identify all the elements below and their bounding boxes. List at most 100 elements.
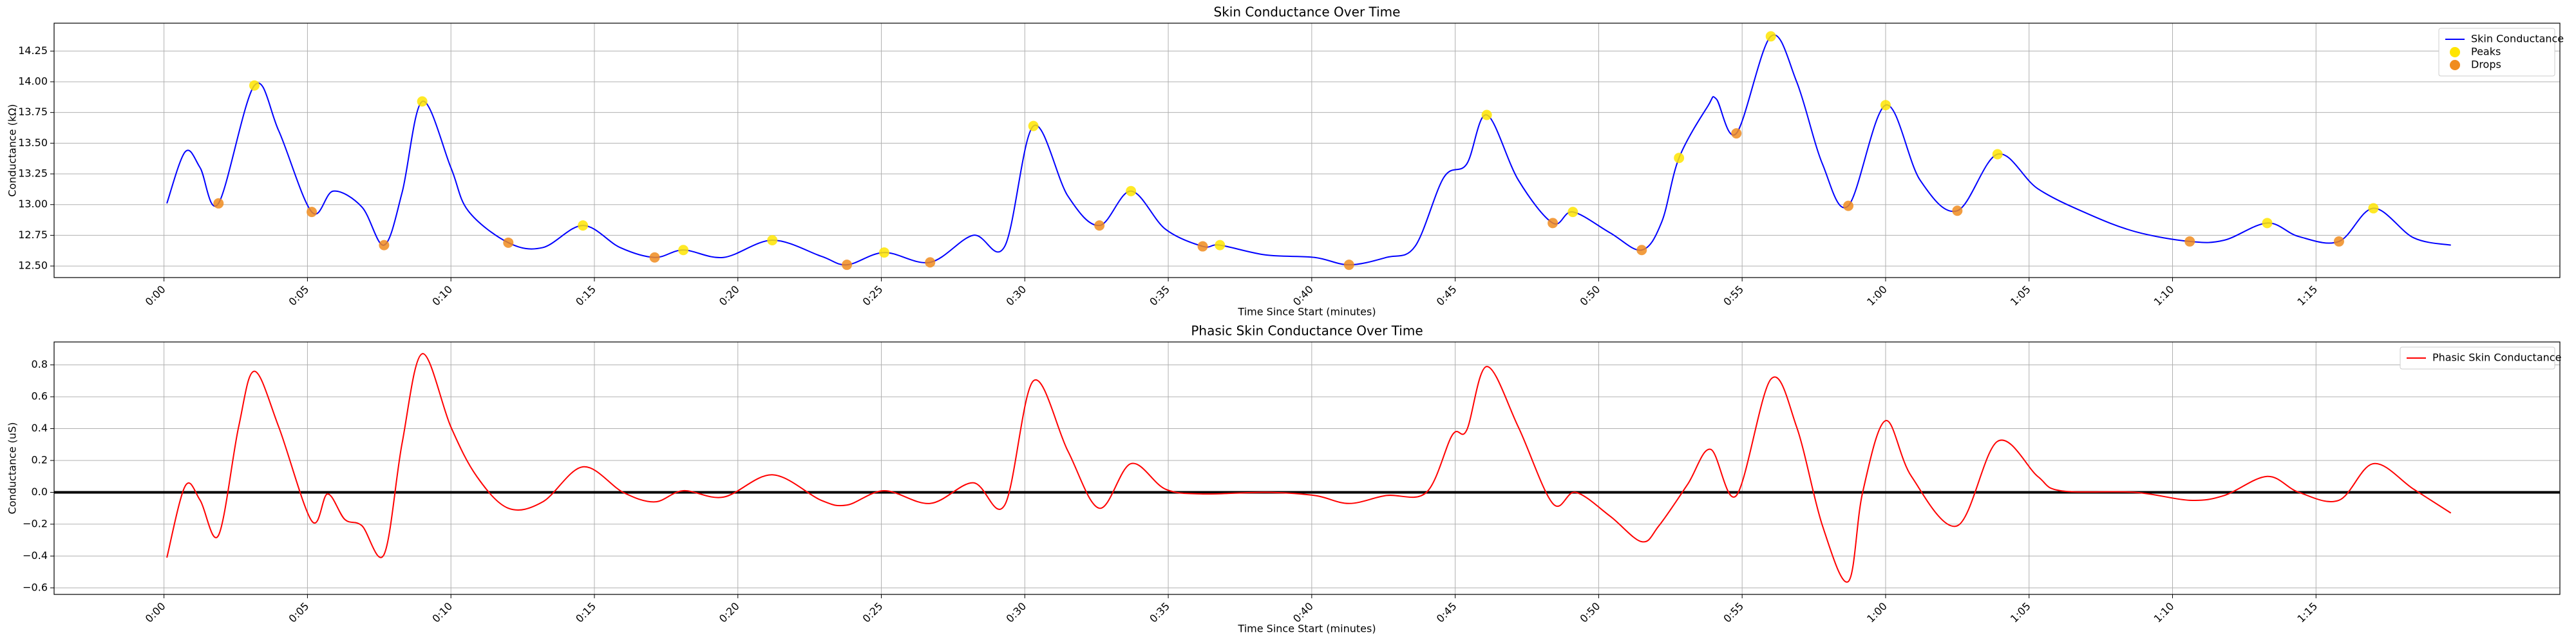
data-point [1197,241,1208,252]
y-tick-label: 0.0 [32,486,48,498]
data-point [1731,128,1742,139]
y-tick-label: 14.25 [18,44,48,57]
data-point [1765,31,1776,42]
x-tick-label: 0:05 [287,600,312,625]
data-point [417,96,428,107]
data-point [842,260,853,270]
x-tick-label: 1:00 [1864,283,1889,308]
x-tick-label: 0:35 [1147,283,1172,308]
data-point [503,237,514,248]
data-point [2333,236,2344,247]
data-point [1548,218,1558,229]
x-tick-label: 0:00 [143,283,168,308]
legend-label: Peaks [2471,46,2501,58]
data-point [1674,153,1685,164]
plot-frame [53,341,2561,595]
x-tick-label: 0:20 [717,600,742,625]
data-point [1481,109,1492,120]
x-tick-label: 0:25 [860,283,886,308]
x-tick-label: 0:35 [1147,600,1172,625]
data-point [307,207,317,218]
data-point [379,240,390,251]
y-tick-label: 14.00 [18,75,48,87]
x-tick-label: 0:30 [1003,283,1028,308]
data-point [1028,120,1039,131]
y-tick-label: 13.00 [18,198,48,210]
y-tick-label: −0.2 [23,517,48,529]
chart-title: Phasic Skin Conductance Over Time [1191,323,1423,339]
x-tick-label: 0:15 [573,600,598,625]
plot-frame [53,23,2561,278]
data-line [166,353,2452,583]
plot-area [54,342,2560,594]
data-point [1952,205,1963,216]
data-point [1843,200,1854,211]
y-tick-label: 12.75 [18,229,48,241]
y-tick-label: 13.50 [18,137,48,149]
chart-title: Skin Conductance Over Time [1214,5,1401,20]
x-tick-label: 0:10 [430,283,455,308]
data-point [925,257,936,268]
x-tick-label: 1:05 [2008,283,2033,308]
data-point [878,247,889,258]
y-tick-label: 0.6 [32,390,48,402]
data-point [2184,236,2195,247]
y-tick-label: 12.50 [18,260,48,272]
x-tick-label: 0:15 [573,283,598,308]
data-point [1567,207,1578,218]
y-axis-label: Conductance (kΩ) [6,104,19,196]
data-point [1343,260,1354,270]
legend-label: Drops [2471,59,2501,71]
legend-box [2438,28,2555,77]
x-tick-label: 0:50 [1578,283,1603,308]
data-point [249,80,260,91]
y-tick-label: 13.75 [18,106,48,118]
y-tick-label: 0.4 [32,422,48,434]
data-point [1992,149,2003,160]
x-tick-label: 0:55 [1721,600,1746,625]
data-point [1880,100,1891,111]
plot-area [54,23,2560,278]
y-axis-label: Conductance (uS) [6,422,19,515]
data-point [2262,218,2273,229]
x-tick-label: 1:05 [2008,600,2033,625]
x-tick-label: 0:40 [1291,600,1316,625]
data-point [1215,240,1226,251]
legend-swatch [2450,60,2460,70]
x-tick-label: 1:15 [2295,283,2320,308]
x-tick-label: 0:25 [860,600,886,625]
x-tick-label: 0:45 [1434,283,1459,308]
x-tick-label: 0:05 [287,283,312,308]
data-point [1094,220,1105,231]
x-tick-label: 1:10 [2152,283,2177,308]
data-point [213,198,224,209]
x-axis-label: Time Since Start (minutes) [1237,306,1376,318]
legend-label: Skin Conductance [2471,33,2564,45]
data-point [1636,245,1647,256]
data-point [678,245,689,256]
x-tick-label: 1:15 [2295,600,2320,625]
legend-label: Phasic Skin Conductance [2432,352,2561,364]
y-tick-label: 0.2 [32,454,48,466]
legend-swatch [2450,47,2460,57]
x-tick-label: 0:00 [143,600,168,625]
x-tick-label: 1:10 [2152,600,2177,625]
data-point [2368,203,2379,214]
data-point [767,235,778,246]
data-point [578,220,589,231]
x-tick-label: 0:40 [1291,283,1316,308]
x-tick-label: 0:20 [717,283,742,308]
x-tick-label: 0:50 [1578,600,1603,625]
x-tick-label: 0:55 [1721,283,1746,308]
y-tick-label: 0.8 [32,358,48,370]
data-point [649,252,660,263]
y-tick-label: 13.25 [18,167,48,180]
legend-box [2400,346,2555,370]
x-tick-label: 1:00 [1864,600,1889,625]
x-axis-label: Time Since Start (minutes) [1237,623,1376,635]
x-tick-label: 0:45 [1434,600,1459,625]
x-tick-label: 0:30 [1003,600,1028,625]
y-tick-label: −0.4 [23,549,48,562]
